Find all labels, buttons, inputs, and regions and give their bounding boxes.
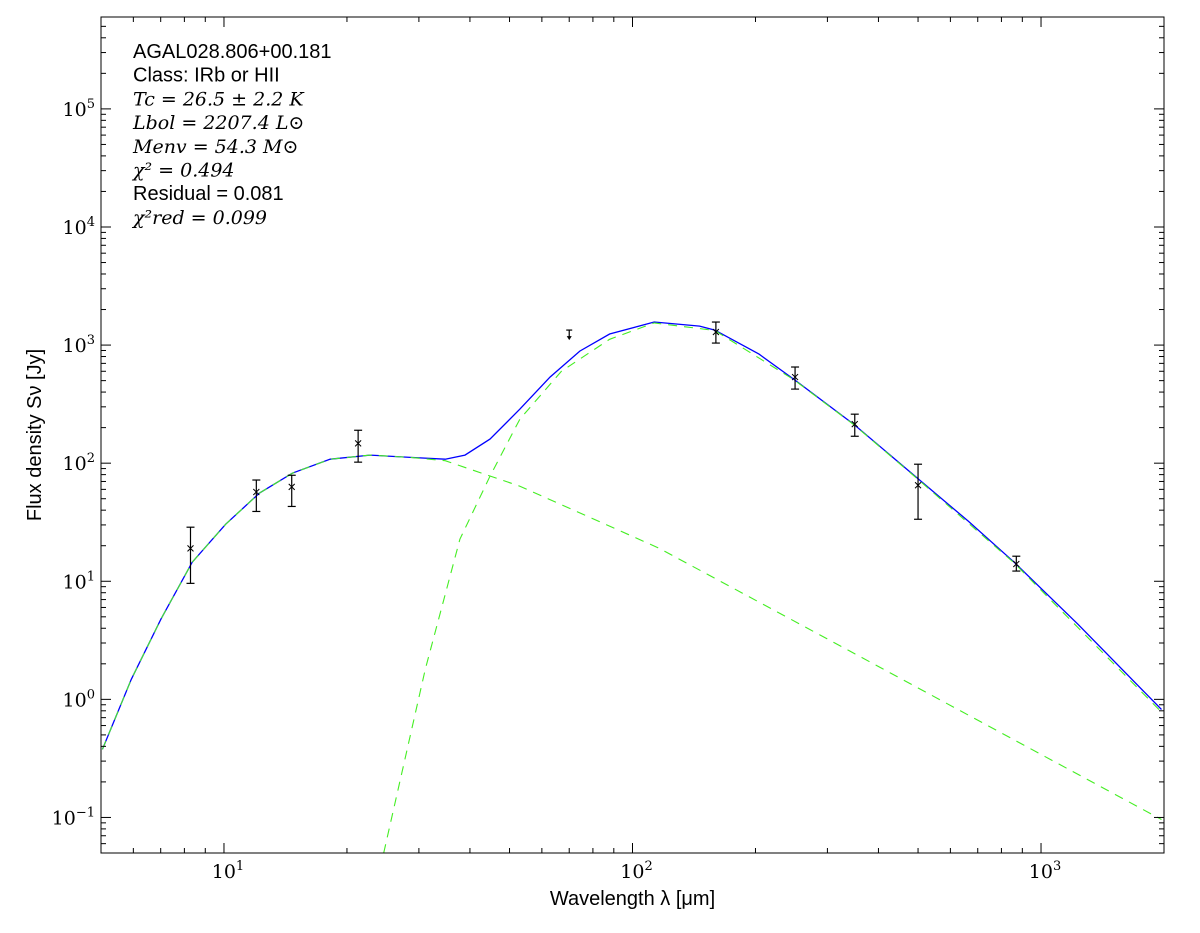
annotation-line: Menv = 54.3 M⊙ <box>132 136 298 158</box>
annotation-line: Class: IRb or HII <box>133 65 280 87</box>
total-model-curve <box>101 321 1162 750</box>
annotation-line: Lbol = 2207.4 L⊙ <box>132 112 304 134</box>
data-point <box>287 474 296 508</box>
data-point <box>850 413 859 437</box>
y-tick-label: 10−1 <box>52 805 95 829</box>
data-point <box>354 429 363 463</box>
component-curve-1 <box>101 454 1162 820</box>
y-axis-label: Flux density Sν [Jy] <box>24 349 46 521</box>
point-marker <box>791 373 799 381</box>
data-point <box>914 463 923 520</box>
x-tick-label: 102 <box>620 859 652 883</box>
y-tick-label: 103 <box>63 333 95 357</box>
point-marker <box>914 481 922 489</box>
x-tick-label: 101 <box>212 859 244 883</box>
point-marker <box>252 488 260 496</box>
data-points <box>186 321 1021 584</box>
point-marker <box>354 440 362 447</box>
component-curve-2 <box>383 322 1162 853</box>
annotation-line: χ²red = 0.099 <box>131 207 267 229</box>
data-point <box>1012 555 1021 572</box>
data-point <box>186 526 195 584</box>
y-tick-label: 100 <box>63 687 95 711</box>
data-point <box>711 321 720 344</box>
data-point <box>791 366 800 390</box>
axis-ticks: 101 102 103 10−1 100 101 102 103 104 105 <box>52 16 1165 883</box>
y-tick-label: 101 <box>63 569 95 593</box>
point-marker <box>288 483 296 491</box>
model-curves <box>101 321 1162 853</box>
data-point <box>252 479 261 513</box>
annotation-line: χ² = 0.494 <box>131 160 235 182</box>
y-tick-label: 105 <box>63 97 95 121</box>
point-marker <box>187 544 194 552</box>
upper-limit-point <box>566 329 573 341</box>
y-tick-label: 104 <box>63 215 95 239</box>
point-marker <box>712 328 720 336</box>
y-tick-label: 102 <box>63 451 95 475</box>
annotation-line: Residual = 0.081 <box>133 183 284 205</box>
point-marker <box>1012 560 1020 568</box>
annotation-line: AGAL028.806+00.181 <box>133 41 332 63</box>
x-tick-label: 103 <box>1029 859 1061 883</box>
point-marker <box>851 420 859 428</box>
x-axis-label: Wavelength λ [μm] <box>550 888 715 910</box>
down-arrow-icon <box>566 336 572 341</box>
annotation-line: Tc = 26.5 ± 2.2 K <box>133 88 305 110</box>
